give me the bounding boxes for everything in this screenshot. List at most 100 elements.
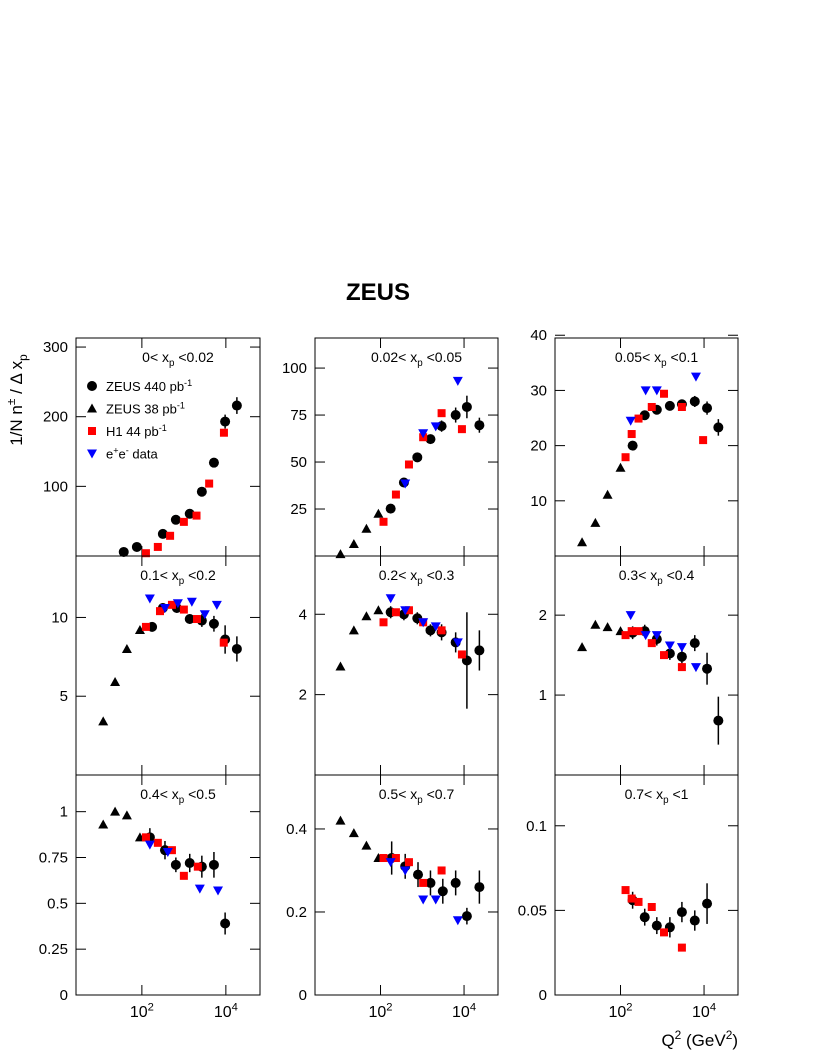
marker — [220, 416, 231, 427]
marker — [110, 677, 121, 687]
marker — [400, 866, 411, 876]
marker — [689, 915, 700, 926]
x-tick-label-part: 4 — [470, 1002, 476, 1014]
y-tick-label: 10 — [530, 493, 547, 510]
y-tick-label: 30 — [530, 382, 547, 399]
y-axis-label-part: ± — [4, 398, 18, 405]
panel-title-part: 0.2< x — [379, 567, 418, 583]
marker — [167, 600, 176, 609]
marker — [660, 651, 669, 660]
panel-title-part: 0.5< x — [379, 786, 418, 802]
marker — [437, 866, 446, 875]
marker — [141, 622, 150, 631]
y-tick-label: 2 — [299, 687, 307, 704]
panel-title-part: 0.3< x — [619, 567, 658, 583]
marker — [167, 846, 176, 855]
marker — [166, 531, 175, 540]
marker — [461, 401, 472, 412]
marker — [677, 663, 686, 672]
marker — [689, 396, 700, 407]
marker — [231, 400, 242, 411]
panel-title-part: <0.1 — [667, 349, 699, 365]
y-tick-label: 25 — [290, 501, 307, 518]
marker — [192, 511, 201, 520]
marker — [373, 508, 384, 518]
marker — [110, 806, 121, 816]
figure-title: ZEUS — [346, 279, 410, 306]
marker — [121, 810, 132, 820]
x-axis-label-part: 2 — [726, 1028, 733, 1042]
y-tick-label: 5 — [60, 688, 68, 705]
marker — [400, 606, 411, 616]
panel-title-part: <0.02 — [174, 349, 214, 365]
marker — [640, 386, 651, 396]
marker — [208, 457, 219, 468]
legend-label-part: H1 44 pb — [106, 424, 159, 439]
marker — [461, 911, 472, 922]
marker — [335, 815, 346, 825]
y-tick-label: 0 — [299, 987, 307, 1004]
y-tick-label: 2 — [539, 607, 547, 624]
marker — [153, 838, 162, 847]
marker — [651, 386, 662, 396]
panel-title-part: p — [179, 795, 185, 806]
panel-frame — [314, 337, 499, 557]
marker — [98, 819, 109, 829]
marker — [98, 716, 109, 726]
marker — [676, 651, 687, 662]
marker — [391, 490, 400, 499]
marker — [664, 641, 675, 651]
marker — [184, 508, 195, 519]
marker — [627, 430, 636, 439]
legend-marker — [87, 381, 97, 391]
marker — [430, 422, 441, 432]
marker — [450, 410, 461, 421]
marker — [199, 610, 210, 620]
y-tick-label: 300 — [43, 339, 68, 356]
marker — [412, 452, 423, 463]
marker — [634, 414, 643, 423]
marker — [379, 517, 388, 526]
x-axis-label-part: (GeV — [681, 1031, 726, 1050]
y-tick-label: 4 — [299, 606, 307, 623]
marker — [193, 862, 202, 871]
y-tick-label: 0 — [539, 987, 547, 1004]
y-tick-label: 40 — [530, 327, 547, 344]
marker — [647, 639, 656, 648]
marker — [170, 859, 181, 870]
panel-title-part: 0.02< x — [371, 349, 417, 365]
marker — [474, 882, 485, 893]
legend-label: ZEUS 440 pb-1 — [106, 378, 192, 394]
x-tick-label-part: 2 — [148, 1002, 154, 1014]
marker — [425, 625, 436, 636]
legend-label-part: ZEUS 440 pb — [106, 379, 184, 394]
marker — [689, 638, 700, 649]
marker — [348, 625, 359, 635]
marker — [170, 514, 181, 525]
marker — [437, 409, 446, 418]
y-tick-label: 75 — [290, 407, 307, 424]
x-tick-label-part: 4 — [232, 1002, 238, 1014]
x-tick-label: 102 — [130, 1002, 154, 1021]
marker — [196, 486, 207, 497]
marker — [677, 402, 686, 411]
legend-label-part: data — [129, 447, 159, 462]
marker — [186, 597, 197, 607]
marker — [385, 858, 396, 868]
panel-title-part: p — [169, 358, 175, 369]
marker — [348, 538, 359, 548]
marker — [702, 403, 713, 414]
panel-title-part: p — [417, 576, 423, 587]
marker — [141, 549, 150, 558]
marker — [172, 599, 183, 609]
marker — [457, 650, 466, 659]
panel-title-part: <0.2 — [184, 567, 216, 583]
y-tick-label: 10 — [51, 609, 68, 626]
panel-title: 0.4< xp <0.5 — [140, 786, 216, 806]
marker — [205, 479, 214, 488]
y-tick-label: 0.4 — [286, 821, 307, 838]
x-tick-label-part: 10 — [369, 1004, 387, 1021]
panel-frame — [314, 774, 499, 996]
panel-title-part: 0< x — [142, 349, 169, 365]
